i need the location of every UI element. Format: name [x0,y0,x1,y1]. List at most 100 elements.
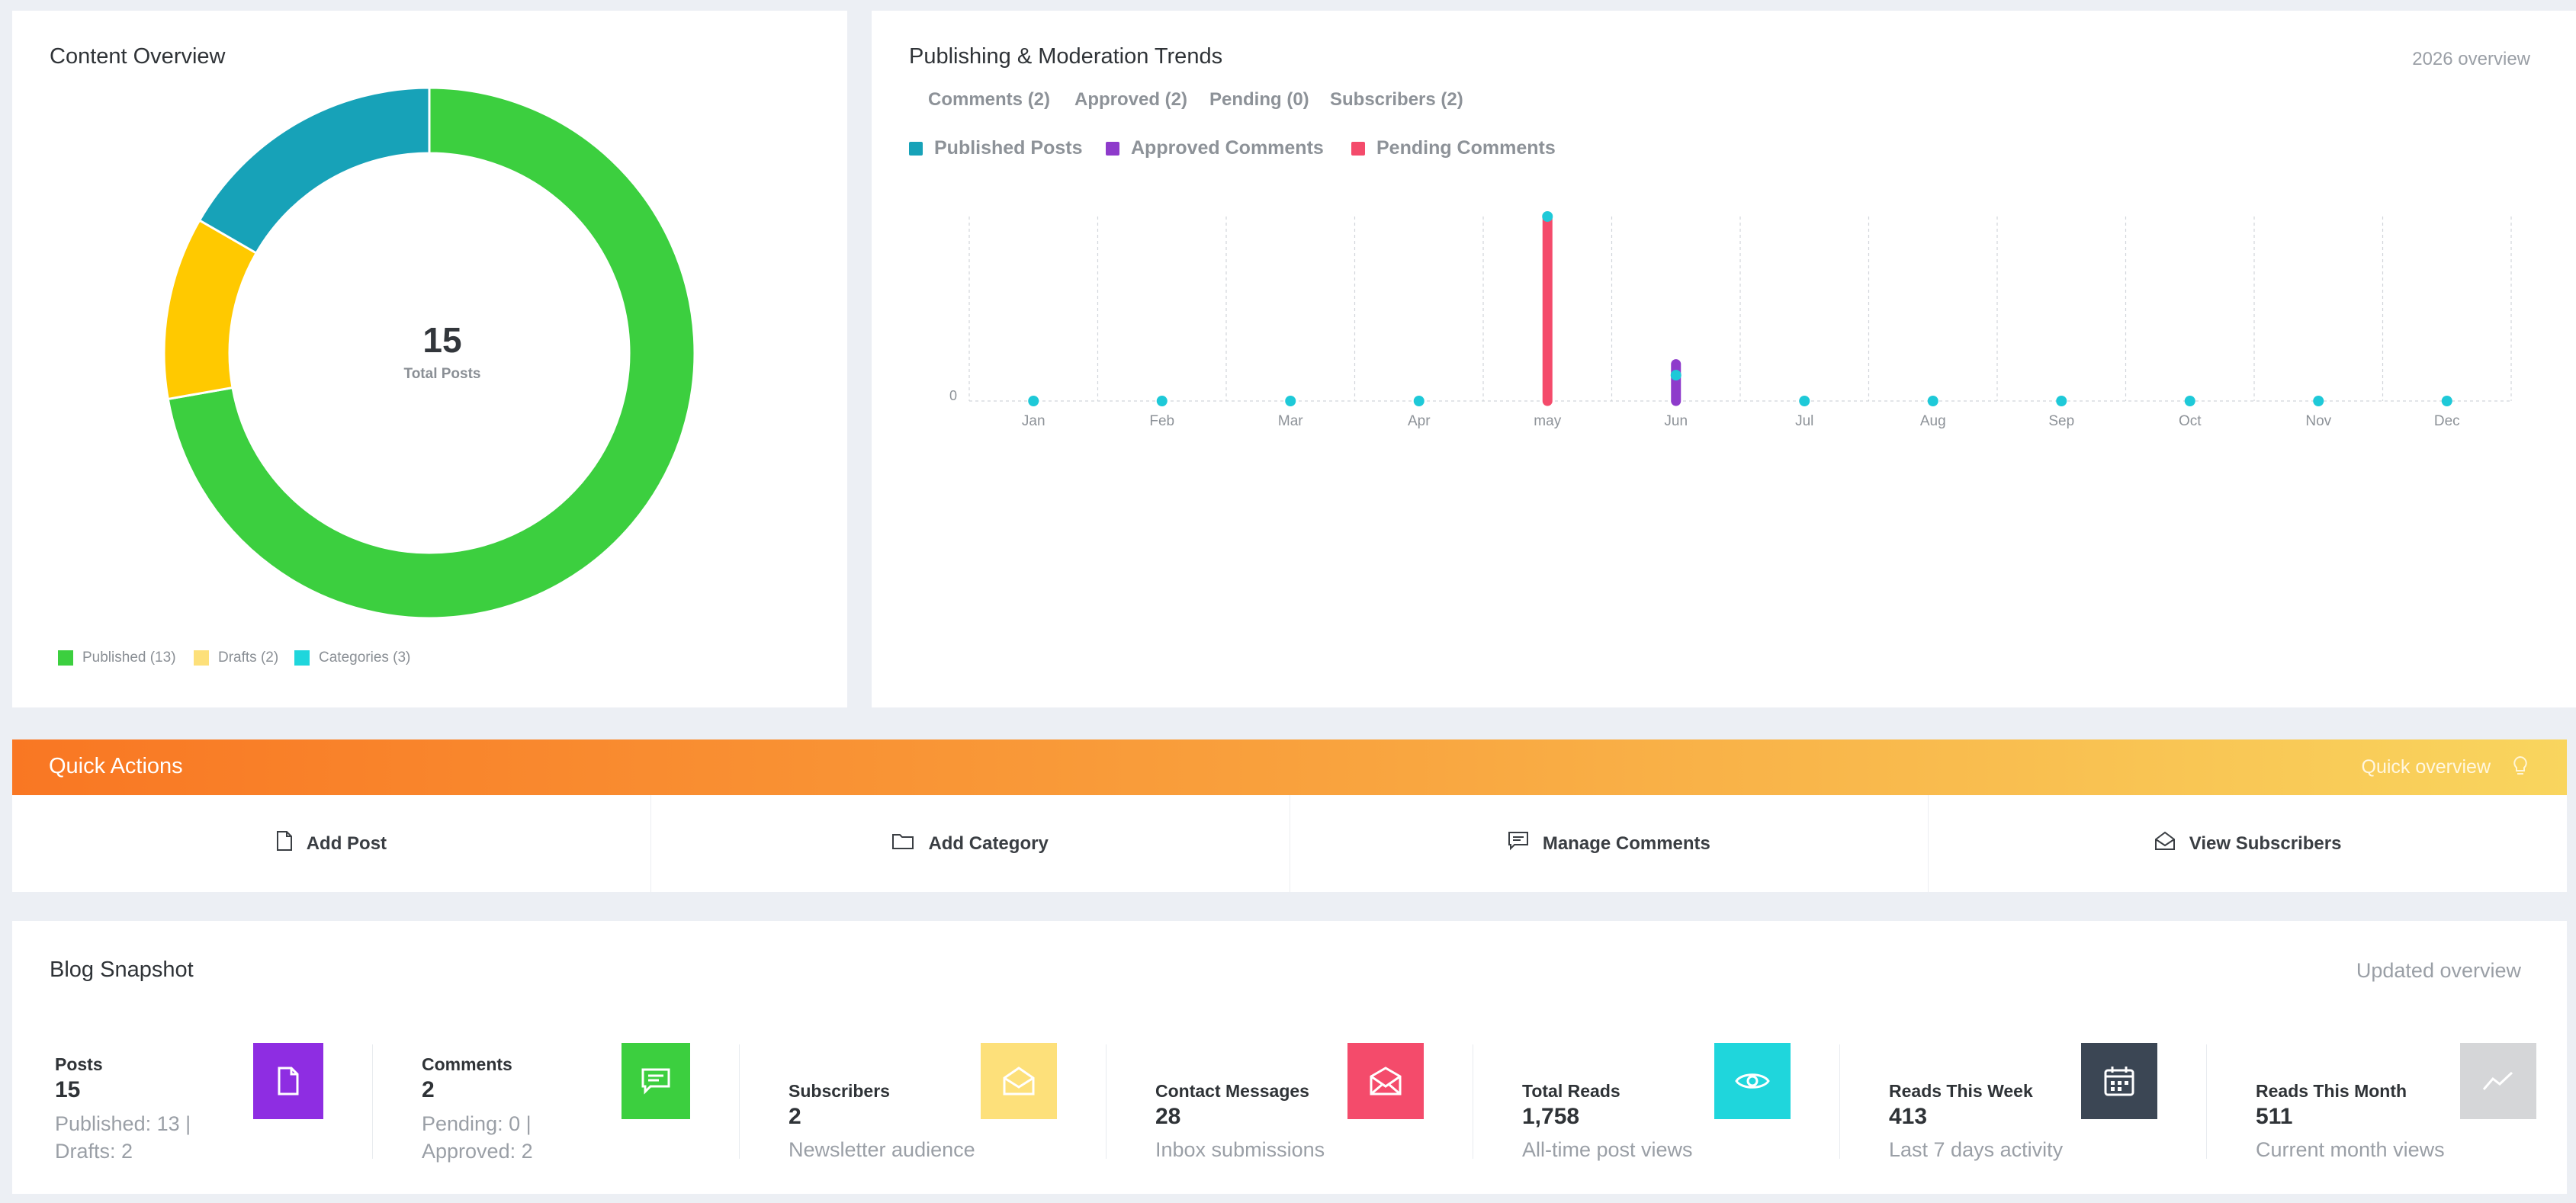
published-posts-point[interactable] [2441,396,2452,406]
series-legend-published[interactable]: Published Posts [909,137,1082,159]
trends-title: Publishing & Moderation Trends [909,44,1223,69]
x-tick-label: Sep [2048,413,2074,429]
stat-reads-month-value: 511 [2256,1104,2293,1129]
published-posts-point[interactable] [2184,396,2195,406]
folder-icon [891,832,928,855]
stat-reads-week-label: Reads This Week [1889,1081,2033,1101]
content-overview-card: Content Overview 15 Total Posts Publishe… [12,11,847,707]
stat-posts-sub: Published: 13 | Drafts: 2 [55,1112,191,1163]
series-approved-swatch [1106,141,1119,156]
x-tick-label: may [1534,413,1561,429]
comment-icon [622,1043,690,1119]
file-icon [253,1043,323,1119]
x-tick-label: Feb [1149,413,1174,429]
donut-total: 15 [422,320,462,360]
stat-reads-month-sub: Current month views [2256,1138,2445,1161]
trends-year-label: 2026 overview [2412,49,2530,69]
donut-chart [162,86,696,620]
add-post-button[interactable]: Add Post [12,795,651,892]
stat-contact-label: Contact Messages [1155,1081,1309,1101]
stat-contact-messages[interactable]: Contact Messages 28 Inbox submissions [1155,1043,1476,1180]
legend-categories[interactable]: Categories (3) [294,650,410,666]
series-legend-pending[interactable]: Pending Comments [1351,137,1556,159]
stat-posts[interactable]: Posts 15 Published: 13 | Drafts: 2 [55,1043,375,1180]
donut-total-label: Total Posts [403,366,481,382]
published-posts-point[interactable] [2056,396,2067,406]
tab-pending[interactable]: Pending (0) [1209,89,1309,110]
trend-icon [2460,1043,2536,1119]
stat-total-reads-value: 1,758 [1522,1104,1580,1129]
donut-slice-drafts[interactable] [162,218,259,401]
published-posts-point[interactable] [1799,396,1810,406]
x-tick-label: Jul [1795,413,1813,429]
published-posts-point[interactable] [1413,396,1425,406]
file-icon [276,830,307,857]
published-posts-point[interactable] [2313,396,2324,406]
stat-contact-sub: Inbox submissions [1155,1138,1325,1161]
comment-icon [1508,831,1543,856]
lightbulb-icon[interactable] [2510,755,2530,781]
x-tick-label: Jan [1022,413,1045,429]
legend-categories-label: Categories (3) [319,650,411,666]
x-tick-label: Nov [2305,413,2331,429]
donut-slice-categories[interactable] [198,86,431,255]
envelope-open-icon [981,1043,1057,1119]
tab-subscribers[interactable]: Subscribers (2) [1330,89,1463,110]
series-approved-label: Approved Comments [1131,137,1324,159]
stat-posts-value: 15 [55,1077,81,1102]
stat-comments-sub: Pending: 0 | Approved: 2 [422,1112,533,1163]
x-tick-label: Aug [1920,413,1946,429]
trends-card: Publishing & Moderation Trends 2026 over… [872,11,2576,707]
blog-snapshot-subtitle: Updated overview [2356,959,2521,982]
tab-comments[interactable]: Comments (2) [928,89,1051,110]
add-category-button[interactable]: Add Category [651,795,1290,892]
legend-published-label: Published (13) [82,650,176,666]
manage-comments-label: Manage Comments [1542,832,1710,854]
view-subscribers-button[interactable]: View Subscribers [1929,795,2567,892]
published-posts-point[interactable] [1927,396,1938,406]
stat-reads-week-value: 413 [1889,1104,1928,1129]
stat-reads-month[interactable]: Reads This Month 511 Current month views [2256,1043,2576,1180]
series-published-swatch [909,141,923,156]
stat-total-reads-label: Total Reads [1522,1081,1620,1101]
series-pending-swatch [1351,141,1365,156]
blog-snapshot-card: Blog Snapshot Updated overview Posts 15 … [12,921,2567,1194]
published-posts-point[interactable] [1285,396,1296,406]
series-legend-approved[interactable]: Approved Comments [1106,137,1324,159]
published-posts-point[interactable] [1542,211,1553,222]
stat-subscribers-sub: Newsletter audience [789,1138,975,1161]
stat-posts-label: Posts [55,1054,103,1074]
x-tick-label: Apr [1408,413,1431,429]
stat-total-reads-sub: All-time post views [1522,1138,1693,1161]
stat-divider [1106,1044,1107,1159]
legend-drafts-swatch [194,650,209,666]
trend-chart: 0 Jan Feb Mar Apr may Jun Jul Aug Sep Oct Nov Dec [949,211,2512,429]
series-published-label: Published Posts [934,137,1083,159]
stat-contact-value: 28 [1155,1104,1181,1129]
legend-published[interactable]: Published (13) [58,650,176,666]
stat-subscribers-label: Subscribers [789,1081,890,1101]
stat-comments-label: Comments [422,1054,512,1074]
published-posts-point[interactable] [1670,370,1681,381]
stat-total-reads[interactable]: Total Reads 1,758 All-time post views [1522,1043,1842,1180]
donut-slice-published[interactable] [166,86,696,620]
stat-subscribers[interactable]: Subscribers 2 Newsletter audience [789,1043,1109,1180]
stat-divider [739,1044,740,1159]
stat-reads-month-label: Reads This Month [2256,1081,2407,1101]
manage-comments-button[interactable]: Manage Comments [1290,795,1929,892]
published-posts-point[interactable] [1156,396,1168,406]
eye-icon [1714,1043,1791,1119]
stat-divider [2206,1044,2207,1159]
y-tick-label: 0 [949,388,957,403]
envelope-open-icon [2154,831,2189,856]
quick-actions-row: Add Post Add Category Manage Comments Vi… [12,795,2567,892]
calendar-icon [2081,1043,2157,1119]
legend-published-swatch [58,650,73,666]
stat-reads-week[interactable]: Reads This Week 413 Last 7 days activity [1889,1043,2209,1180]
tab-approved[interactable]: Approved (2) [1074,89,1188,110]
legend-drafts[interactable]: Drafts (2) [194,650,278,666]
x-tick-label: Oct [2179,413,2202,429]
stat-comments[interactable]: Comments 2 Pending: 0 | Approved: 2 [422,1043,742,1180]
stat-divider [372,1044,373,1159]
published-posts-point[interactable] [1028,396,1039,406]
